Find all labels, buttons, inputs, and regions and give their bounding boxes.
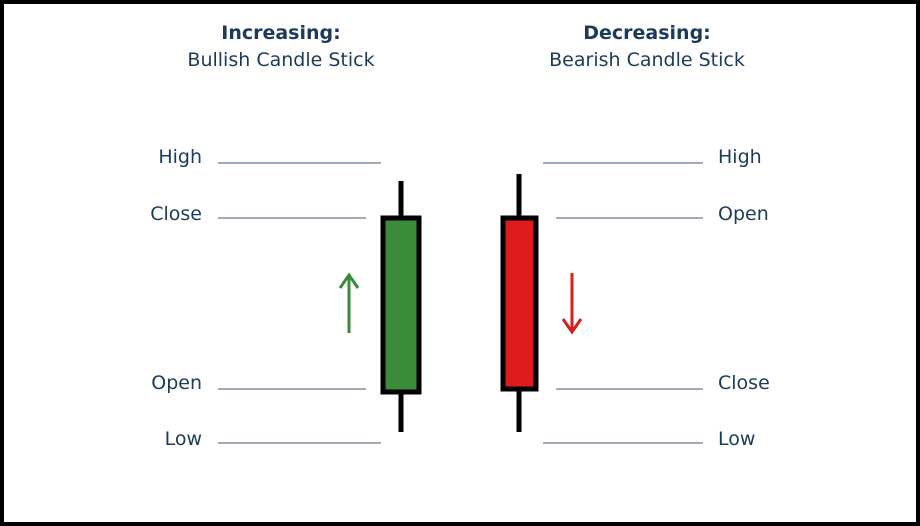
bullish-label-low: Low xyxy=(164,428,202,450)
bullish-label-high: High xyxy=(158,146,202,168)
down-arrow-icon xyxy=(561,273,583,335)
bullish-candle-body xyxy=(380,215,422,395)
bearish-label-close: Close xyxy=(718,372,770,394)
up-arrow-icon xyxy=(338,272,360,333)
bullish-subtitle: Bullish Candle Stick xyxy=(187,49,375,71)
bearish-candle-body xyxy=(500,215,539,392)
bullish-title: Increasing: xyxy=(221,22,341,44)
bearish-title: Decreasing: xyxy=(583,22,711,44)
bearish-label-high: High xyxy=(718,146,762,168)
bearish-subtitle: Bearish Candle Stick xyxy=(549,49,745,71)
bullish-label-open: Open xyxy=(151,372,202,394)
bearish-heading: Decreasing: Bearish Candle Stick xyxy=(497,20,797,74)
bearish-label-open: Open xyxy=(718,203,769,225)
bullish-label-close: Close xyxy=(150,203,202,225)
bearish-label-low: Low xyxy=(718,428,756,450)
bullish-heading: Increasing: Bullish Candle Stick xyxy=(131,20,431,74)
